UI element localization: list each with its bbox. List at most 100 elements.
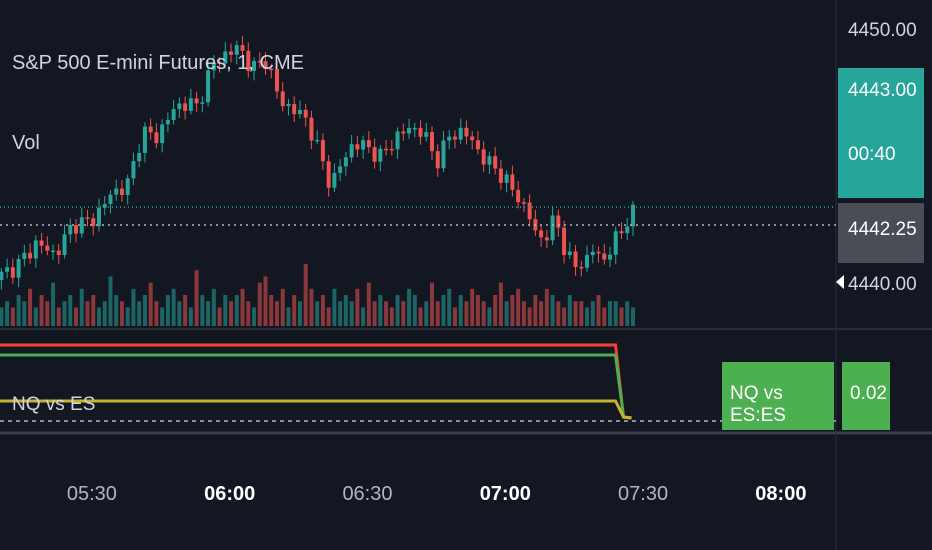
candle-body [516, 189, 521, 203]
last-price-tag: 4443.00 00:40 [838, 68, 924, 198]
candle-body [602, 253, 607, 260]
symbol-title: S&P 500 E-mini Futures, 1, CME [12, 52, 304, 74]
candle-body [56, 250, 61, 256]
volume-bar [315, 301, 320, 326]
candle-body [504, 174, 509, 183]
indicator-value-tag-text: 0.02 [850, 383, 887, 404]
volume-bar [389, 307, 394, 326]
candle-body [320, 139, 325, 162]
candle-body [183, 103, 188, 111]
volume-bar [361, 307, 366, 326]
candle-body [590, 251, 595, 256]
candle-body [74, 225, 79, 234]
candle-body [188, 98, 193, 111]
volume-bar [562, 307, 567, 326]
volume-bar [527, 307, 532, 326]
volume-bar [292, 295, 297, 326]
volume-bar [475, 295, 480, 326]
candle-body [424, 132, 429, 137]
volume-bar [114, 295, 119, 326]
volume-bar [320, 295, 325, 326]
volume-bar [590, 301, 595, 326]
candle-body [447, 136, 452, 141]
volume-bar [165, 295, 170, 326]
volume-bar [550, 295, 555, 326]
volume-bar [539, 301, 544, 326]
volume-bar [441, 295, 446, 326]
y-tick-label: 4450.00 [848, 20, 917, 41]
candle-body [28, 252, 33, 259]
volume-bar [355, 288, 360, 326]
volume-bar [625, 301, 630, 326]
volume-bar [424, 301, 429, 326]
bar-countdown: 00:40 [848, 144, 896, 165]
candle-body [487, 156, 492, 165]
candle-body [355, 144, 360, 150]
candle-body [343, 157, 348, 167]
volume-bar [493, 295, 498, 326]
volume-bar [269, 295, 274, 326]
volume-bar [234, 295, 239, 326]
candle-body [441, 140, 446, 169]
candle-body [171, 109, 176, 120]
volume-bar [56, 307, 61, 326]
candle-body [269, 68, 274, 71]
candle-body [510, 174, 515, 190]
volume-bar [516, 288, 521, 326]
volume-bar [510, 295, 515, 326]
volume-bar [96, 307, 101, 326]
volume-bar [544, 288, 549, 326]
candle-body [556, 215, 561, 228]
candle-body [326, 161, 331, 188]
candle-body [292, 103, 297, 115]
candle-body [22, 252, 27, 259]
volume-bar [447, 288, 452, 326]
volume-bar [481, 301, 486, 326]
candle-body [349, 144, 354, 158]
volume-bar [5, 301, 10, 326]
candle-body [114, 188, 119, 195]
volume-bar [0, 307, 4, 326]
candle-body [125, 178, 130, 196]
candle-body [96, 207, 101, 227]
candle-body [418, 127, 423, 137]
candle-body [464, 127, 469, 137]
volume-bar [223, 295, 228, 326]
volume-bar [125, 307, 130, 326]
candle-body [91, 218, 96, 227]
volume-bar [418, 307, 423, 326]
candle-body [5, 267, 10, 272]
candle-body [39, 240, 44, 246]
candle-body [33, 240, 38, 259]
volume-bar [119, 301, 124, 326]
volume-bar [137, 301, 142, 326]
volume-bar [74, 307, 79, 326]
candle-body [309, 117, 314, 141]
candle-body [246, 50, 251, 71]
volume-bar [309, 288, 314, 326]
volume-bar [303, 264, 308, 326]
x-tick-label: 07:30 [618, 483, 668, 505]
volume-bar [240, 288, 245, 326]
crosshair-price-value: 4442.25 [848, 219, 917, 240]
candle-body [165, 119, 170, 125]
candle-body [137, 152, 142, 162]
candle-body [194, 98, 199, 104]
candle-body [229, 51, 234, 55]
candle-body [625, 226, 630, 234]
volume-bar [464, 301, 469, 326]
candle-body [395, 131, 400, 150]
volume-bar [252, 307, 257, 326]
candle-body [45, 245, 50, 251]
volume-bar [10, 307, 15, 326]
candle-body [412, 127, 417, 130]
candle-body [361, 140, 366, 150]
volume-bar [91, 295, 96, 326]
volume-bar [274, 301, 279, 326]
candle-body [223, 51, 228, 64]
volume-bar [39, 295, 44, 326]
volume-bar [160, 307, 165, 326]
volume-bar [142, 295, 147, 326]
